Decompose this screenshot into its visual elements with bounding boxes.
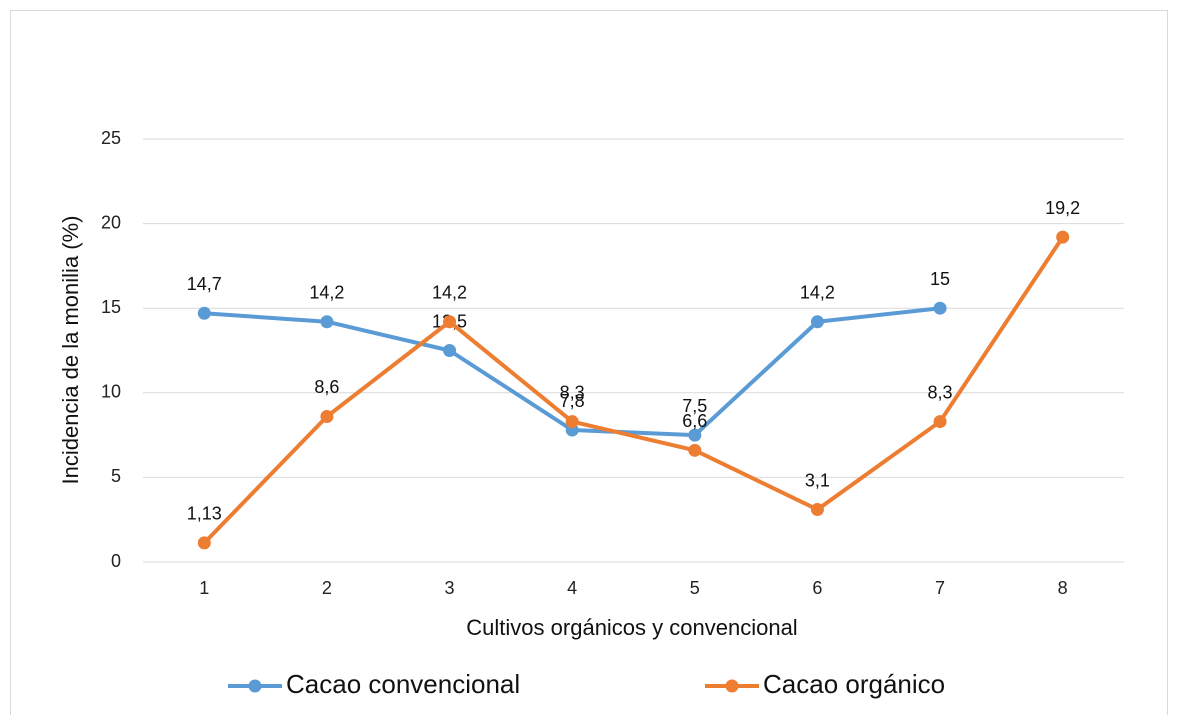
data-point	[565, 415, 579, 429]
data-label: 8,3	[560, 382, 585, 402]
data-label: 7,8	[560, 391, 585, 411]
legend-marker	[248, 679, 262, 693]
x-tick-label: 2	[322, 578, 332, 598]
legend-label: Cacao convencional	[286, 669, 520, 699]
y-tick-label: 25	[101, 128, 121, 148]
y-tick-label: 10	[101, 382, 121, 402]
data-label: 7,5	[682, 396, 707, 416]
data-label: 6,6	[682, 411, 707, 431]
data-label: 3,1	[805, 470, 830, 490]
y-tick-label: 15	[101, 297, 121, 317]
data-point	[810, 315, 824, 329]
data-label: 14,7	[187, 274, 222, 294]
data-label: 1,13	[187, 504, 222, 524]
data-label: 8,6	[314, 377, 339, 397]
data-point	[320, 409, 334, 423]
x-tick-label: 5	[690, 578, 700, 598]
y-axis-title: Incidencia de la monilia (%)	[58, 215, 83, 484]
data-label: 14,2	[800, 282, 835, 302]
data-point	[810, 503, 824, 517]
data-point	[197, 536, 211, 550]
series-line	[202, 236, 1065, 545]
data-point	[933, 301, 947, 315]
data-point	[443, 344, 457, 357]
x-tick-label: 3	[445, 578, 455, 598]
x-tick-label: 1	[199, 578, 209, 598]
x-tick-label: 4	[567, 578, 577, 598]
data-label: 19,2	[1045, 198, 1080, 218]
data-point	[197, 306, 211, 320]
data-label: 14,2	[309, 282, 344, 302]
legend-marker	[725, 679, 739, 693]
data-label: 8,3	[928, 382, 953, 402]
x-tick-label: 6	[812, 578, 822, 598]
chart-border	[10, 10, 1168, 715]
data-point	[320, 315, 334, 329]
y-tick-label: 0	[111, 551, 121, 571]
data-point	[933, 415, 947, 429]
data-label: 14,2	[432, 282, 467, 302]
data-point	[1056, 230, 1070, 244]
data-point	[443, 315, 457, 329]
y-tick-label: 5	[111, 466, 121, 486]
x-tick-label: 8	[1058, 578, 1068, 598]
data-point	[688, 443, 702, 457]
x-axis-title: Cultivos orgánicos y convencional	[466, 615, 797, 640]
data-label: 15	[930, 269, 950, 289]
data-point	[688, 428, 702, 442]
y-tick-label: 20	[101, 212, 121, 232]
legend-label: Cacao orgánico	[763, 669, 945, 699]
x-tick-label: 7	[935, 578, 945, 598]
